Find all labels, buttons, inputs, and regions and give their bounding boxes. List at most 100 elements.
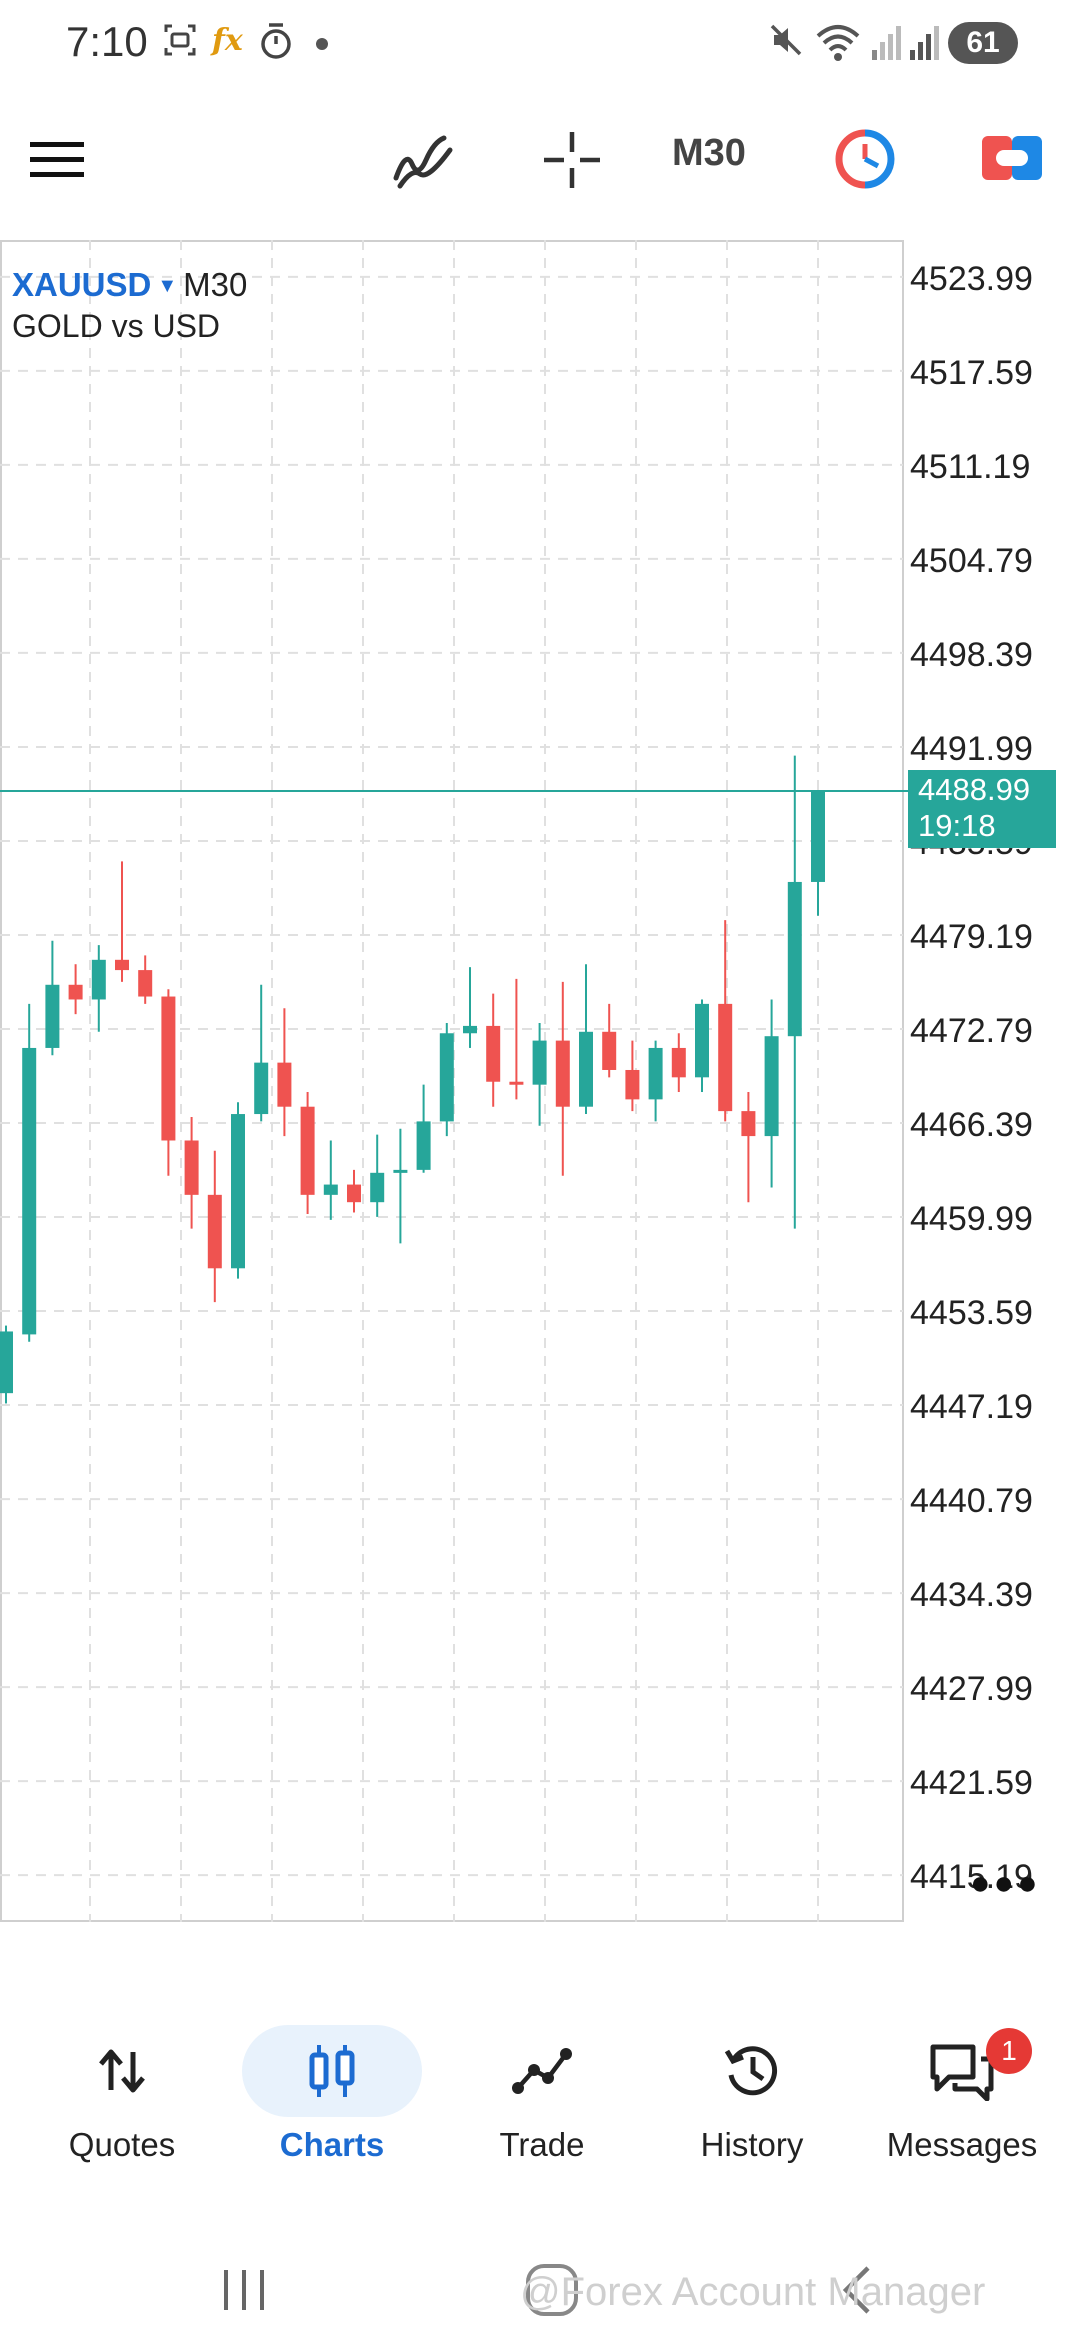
signal-icon	[872, 26, 901, 60]
candle-body	[764, 1036, 779, 1137]
candle-body	[231, 1114, 245, 1269]
y-tick-label: 4434.39	[910, 1576, 1033, 1614]
candle-body	[718, 1003, 733, 1112]
recent-apps-icon[interactable]	[220, 2268, 270, 2312]
y-tick-label: 4440.79	[910, 1482, 1033, 1520]
messages-badge: 1	[986, 2028, 1032, 2074]
candle-body	[68, 984, 83, 1000]
candle-body	[161, 996, 176, 1141]
candle-body	[648, 1047, 663, 1100]
y-tick-label: 4517.59	[910, 354, 1033, 392]
candle-body	[254, 1062, 269, 1115]
signal-icon-2	[910, 26, 939, 60]
y-tick-label: 4415.19	[910, 1858, 1033, 1896]
candle-body	[811, 791, 825, 882]
current-price-tag: 4488.99 19:18	[908, 770, 1056, 848]
candle-body	[602, 1031, 617, 1070]
candlestick-chart[interactable]: 4523.99 4517.59 4511.19 4504.79 4498.39 4491.…	[0, 240, 1080, 1940]
nav-messages[interactable]: 1 Messages	[862, 2010, 1062, 2180]
candle-body	[370, 1172, 385, 1203]
candle-body	[579, 1031, 593, 1107]
symbol-timeframe: M30	[183, 266, 248, 303]
more-options-icon[interactable]: ●●●	[970, 1864, 1041, 1902]
symbol-dropdown-icon[interactable]: ▼	[157, 275, 178, 297]
candle-body	[486, 1025, 501, 1082]
symbol-name[interactable]: XAUUSD	[12, 266, 152, 303]
y-tick-label: 4504.79	[910, 542, 1033, 580]
candle-body	[787, 881, 802, 1037]
crosshair-icon[interactable]	[542, 130, 602, 190]
quotes-icon	[99, 2049, 145, 2093]
candle-body	[555, 1040, 570, 1107]
candle-body	[439, 1033, 454, 1122]
bottom-navigation: Quotes Charts Trade	[0, 2010, 1080, 2190]
candle-body	[207, 1194, 222, 1269]
dot-icon	[316, 38, 328, 50]
candle-body	[0, 1331, 13, 1394]
y-tick-label: 4427.99	[910, 1670, 1033, 1708]
watermark: @Forex Account Manager	[520, 2270, 986, 2314]
battery-indicator: 61	[948, 22, 1018, 64]
candle-body	[22, 1047, 37, 1335]
nav-charts[interactable]: Charts	[232, 2010, 432, 2180]
nav-history-icon-wrap	[662, 2025, 842, 2117]
chart-toolbar: M30	[0, 100, 1080, 220]
candle-body	[463, 1025, 477, 1034]
candle-body	[532, 1040, 547, 1085]
timeframe-button[interactable]: M30	[672, 132, 746, 174]
toggle-icon[interactable]	[982, 136, 1042, 180]
candle-body	[300, 1106, 315, 1195]
candle-body	[138, 970, 153, 997]
candle-body	[115, 959, 129, 971]
nav-history-label: History	[700, 2126, 804, 2163]
nav-quotes-label: Quotes	[68, 2126, 176, 2163]
current-price: 4488.99	[918, 772, 1031, 807]
candle-body	[695, 1003, 709, 1078]
nav-trade-icon-wrap	[452, 2025, 632, 2117]
y-tick-label: 4491.99	[910, 730, 1033, 768]
charts-icon	[309, 2045, 355, 2097]
home-icon[interactable]	[524, 2262, 580, 2318]
nav-messages-label: Messages	[886, 2126, 1038, 2163]
candle-body	[45, 984, 60, 1048]
nav-trade-label: Trade	[499, 2126, 585, 2163]
status-time: 7:10	[66, 18, 148, 65]
system-navigation: @Forex Account Manager	[0, 2240, 1080, 2340]
status-bar: 7:10 fx 61	[0, 0, 1080, 90]
symbol-header[interactable]: XAUUSD ▼ M30	[12, 266, 247, 304]
y-tick-label: 4453.59	[910, 1294, 1033, 1332]
fx-icon: fx	[210, 23, 244, 58]
one-click-trading-icon[interactable]	[834, 128, 896, 190]
y-tick-label: 4511.19	[910, 448, 1030, 486]
nav-charts-label: Charts	[279, 2126, 385, 2163]
nav-charts-icon-wrap	[242, 2025, 422, 2117]
screenshot-icon	[164, 24, 196, 56]
candle-body	[347, 1184, 361, 1203]
timer-icon	[261, 23, 291, 59]
y-tick-label: 4523.99	[910, 260, 1033, 298]
candle-body	[393, 1169, 408, 1173]
chart-area[interactable]: 4523.99 4517.59 4511.19 4504.79 4498.39 4491.…	[0, 240, 1080, 1940]
symbol-description: GOLD vs USD	[12, 308, 221, 344]
hamburger-menu-icon[interactable]	[30, 140, 84, 180]
candle-body	[625, 1069, 640, 1100]
candle-body	[323, 1184, 338, 1195]
candle-body	[671, 1047, 686, 1078]
back-icon[interactable]	[836, 2264, 876, 2316]
y-tick-label: 4421.59	[910, 1764, 1033, 1802]
nav-quotes-icon-wrap	[32, 2025, 212, 2117]
candle-body	[277, 1062, 292, 1107]
indicators-icon[interactable]	[392, 130, 454, 190]
mute-icon	[770, 24, 802, 56]
trade-icon	[512, 2048, 572, 2094]
y-tick-label: 4472.79	[910, 1012, 1033, 1050]
nav-quotes[interactable]: Quotes	[22, 2010, 222, 2180]
history-icon	[724, 2046, 778, 2096]
candle-body	[184, 1140, 199, 1195]
y-tick-label: 4498.39	[910, 636, 1033, 674]
nav-trade[interactable]: Trade	[442, 2010, 642, 2180]
nav-history[interactable]: History	[652, 2010, 852, 2180]
y-tick-label: 4459.99	[910, 1200, 1033, 1238]
wifi-icon	[816, 25, 860, 61]
y-tick-label: 4447.19	[910, 1388, 1033, 1426]
